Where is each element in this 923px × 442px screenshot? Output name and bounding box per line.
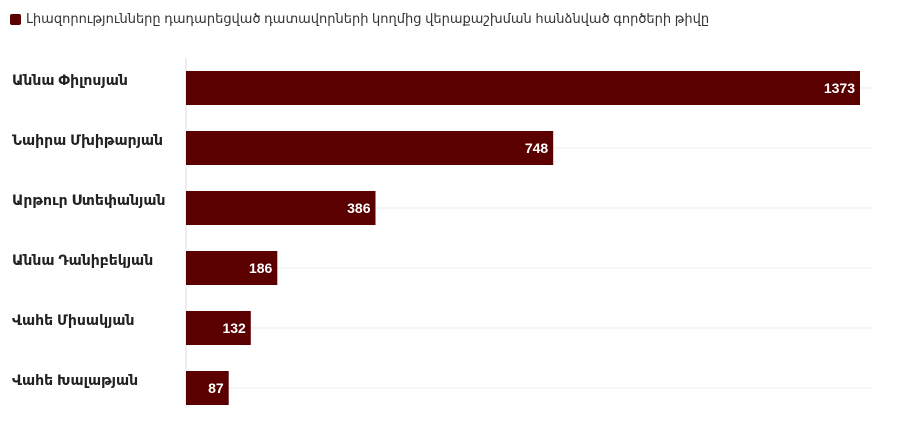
chart-legend: Լիազորությունները դադարեցված դատավորների… [10, 11, 709, 27]
data-label: 386 [347, 200, 371, 216]
legend-label: Լիազորությունները դադարեցված դատավորների… [26, 11, 710, 26]
bar [186, 371, 229, 405]
category-label: Աննա Փիլոսյան [12, 72, 128, 88]
bar [186, 191, 376, 225]
data-label: 748 [525, 140, 549, 156]
category-label: Աննա Դանիբեկյան [12, 252, 153, 268]
bar [186, 311, 251, 345]
bar [186, 71, 860, 105]
legend-swatch [10, 13, 21, 25]
data-label: 132 [222, 320, 246, 336]
data-label: 186 [249, 260, 273, 276]
category-label: Վահե Խալաթյան [12, 372, 138, 388]
category-label: Նաիրա Մխիթարյան [12, 132, 163, 148]
category-label: Արթուր Ստեփանյան [12, 192, 166, 208]
data-label: 1373 [824, 80, 855, 96]
bar [186, 131, 554, 165]
category-label: Վահե Միսակյան [12, 312, 135, 328]
data-label: 87 [208, 380, 224, 396]
bar [186, 251, 278, 285]
